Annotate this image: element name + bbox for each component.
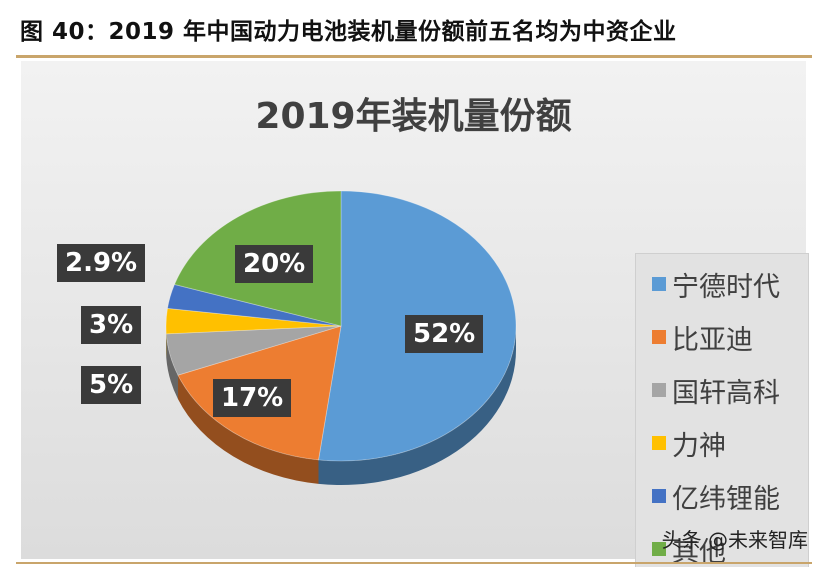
data-label-1: 52%	[405, 315, 484, 353]
data-label-3: 5%	[81, 366, 142, 404]
pie-side-walls	[166, 326, 516, 486]
legend: 宁德时代比亚迪国轩高科力神亿纬锂能其他	[635, 253, 809, 567]
pie-side-2	[178, 375, 319, 484]
legend-swatch	[652, 436, 666, 450]
legend-label: 宁德时代	[672, 271, 780, 303]
chart-panel: 2019年装机量份额 52% 17% 5% 3% 2.9% 20% 宁德时代比亚迪国轩高科…	[21, 61, 809, 567]
legend-item-5: 亿纬锂能	[652, 476, 780, 516]
legend-item-1: 宁德时代	[652, 264, 780, 304]
bottom-divider	[16, 562, 812, 564]
legend-swatch	[652, 277, 666, 291]
legend-item-2: 比亚迪	[652, 317, 753, 357]
pie-side-3	[166, 333, 179, 400]
data-label-5: 2.9%	[57, 244, 146, 282]
legend-item-3: 国轩高科	[652, 370, 780, 410]
watermark: 头条 @未来智库	[661, 528, 808, 552]
legend-label: 力神	[672, 430, 726, 462]
legend-swatch	[652, 330, 666, 344]
pie-slice-5	[167, 283, 342, 327]
top-divider	[16, 55, 812, 58]
pie-slice-4	[165, 307, 342, 335]
legend-swatch	[652, 489, 666, 503]
legend-label: 比亚迪	[672, 324, 753, 356]
legend-swatch	[652, 383, 666, 397]
chart-title: 2019年装机量份额	[255, 96, 572, 137]
legend-item-6: 其他	[652, 529, 726, 567]
pie-slice-3	[165, 325, 342, 376]
legend-label: 国轩高科	[672, 377, 780, 409]
pie-side-1	[318, 326, 516, 486]
legend-swatch	[652, 542, 666, 556]
data-label-6: 20%	[235, 245, 314, 283]
data-label-2: 17%	[213, 379, 292, 417]
legend-item-4: 力神	[652, 423, 726, 463]
legend-label: 亿纬锂能	[672, 483, 780, 515]
figure-caption: 图 40：2019 年中国动力电池装机量份额前五名均为中资企业	[20, 19, 677, 45]
legend-label: 其他	[672, 536, 726, 567]
data-label-4: 3%	[81, 306, 142, 344]
